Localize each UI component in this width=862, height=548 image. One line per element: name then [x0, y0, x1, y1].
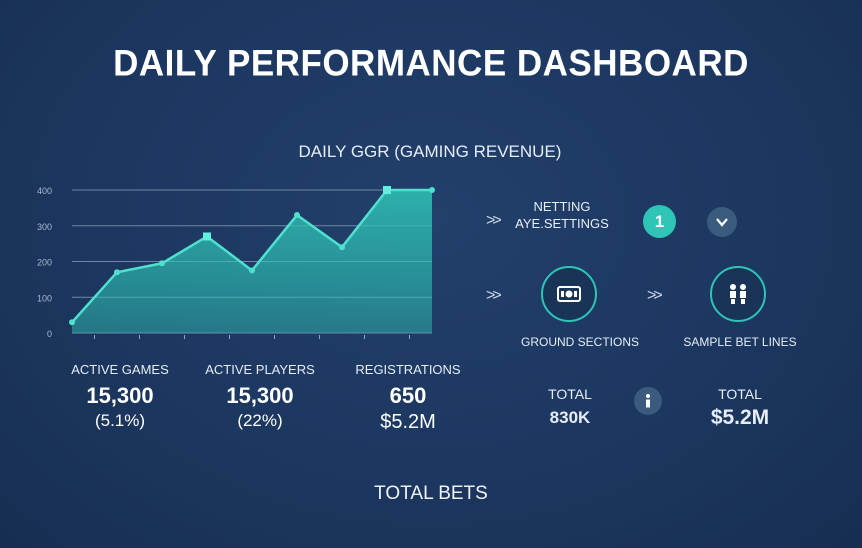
chevron-down-icon[interactable]	[707, 207, 737, 237]
total-value-right: $5.2M	[710, 406, 770, 429]
data-point	[294, 212, 300, 219]
y-tick-label: 100	[37, 293, 52, 303]
notification-badge[interactable]: 1	[643, 205, 676, 238]
sample-bet-lines-label: SAMPLE BET LINES	[683, 335, 797, 349]
total-label-right: TOTAL	[718, 386, 762, 402]
page-title: DAILY PERFORMANCE DASHBOARD	[113, 43, 749, 84]
stat-label: REGISTRATIONS	[355, 362, 461, 377]
stat-sub: $5.2M	[380, 411, 436, 433]
stat-label: ACTIVE PLAYERS	[205, 362, 315, 377]
y-tick-label: 0	[47, 329, 52, 339]
stat-active-players: ACTIVE PLAYERS 15,300 (22%)	[190, 362, 330, 431]
data-point	[69, 319, 75, 326]
stat-label: ACTIVE GAMES	[71, 362, 169, 377]
highlight-marker	[203, 232, 211, 241]
arrow-icon: >>	[647, 287, 663, 304]
stat-value: 15,300	[226, 383, 294, 408]
y-tick-label: 200	[37, 258, 52, 268]
stat-active-games: ACTIVE GAMES 15,300 (5.1%)	[50, 362, 190, 431]
total-bets-label: TOTAL BETS	[374, 483, 488, 504]
data-point	[159, 260, 165, 267]
total-label-left: TOTAL	[548, 386, 592, 402]
stat-sub: (22%)	[237, 411, 283, 430]
data-point	[249, 267, 255, 274]
stat-sub: (5.1%)	[94, 411, 146, 430]
stat-value: 650	[389, 383, 427, 408]
y-tick-label: 300	[37, 222, 52, 232]
total-value-left: 830K	[549, 408, 591, 427]
stat-registrations: REGISTRATIONS 650 $5.2M	[338, 362, 478, 434]
arrow-icon: >>	[486, 287, 502, 304]
data-point	[114, 269, 120, 276]
chart-title: DAILY GGR (GAMING REVENUE)	[298, 142, 562, 161]
cash-icon[interactable]	[541, 266, 597, 322]
area-fill	[72, 190, 432, 333]
players-icon[interactable]	[710, 266, 766, 322]
highlight-marker	[383, 186, 391, 194]
data-point	[429, 187, 435, 193]
ggr-area-chart: 0 100 200 300 400	[37, 186, 435, 339]
ground-sections-label: GROUND SECTIONS	[520, 335, 639, 349]
data-point	[339, 244, 345, 251]
arrow-icon: >>	[486, 212, 502, 229]
y-tick-label: 400	[37, 186, 52, 196]
stat-value: 15,300	[86, 383, 154, 408]
badge-count: 1	[654, 211, 665, 231]
info-icon[interactable]	[634, 387, 662, 415]
netting-settings-label: NETTING AYE.SETTINGS	[515, 199, 609, 231]
